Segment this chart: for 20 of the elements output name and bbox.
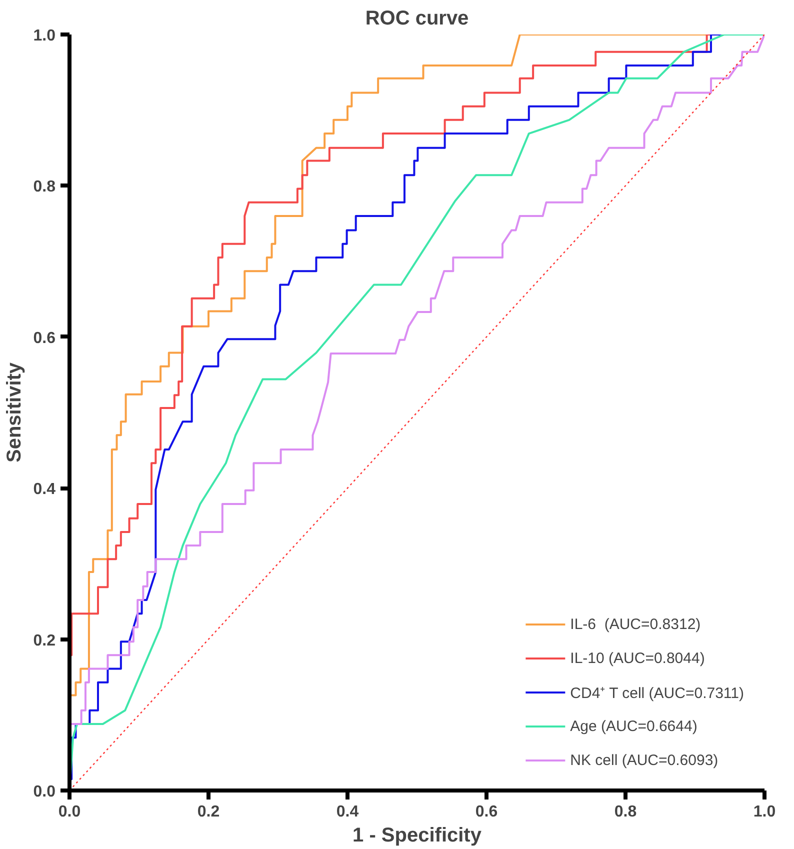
x-axis-title: 1 - Specificity: [352, 824, 482, 846]
y-tick-label: 0.2: [33, 632, 56, 650]
y-axis-title: Sensitivity: [3, 362, 26, 463]
y-tick-label: 0.4: [33, 481, 56, 498]
y-tick-label: 0.6: [33, 330, 56, 347]
x-tick-label: 0.0: [58, 804, 81, 820]
legend-label: CD4⁺ T cell (AUC=0.7311): [570, 684, 744, 702]
legend-label: NK cell (AUC=0.6093): [570, 752, 718, 768]
x-tick-label: 0.8: [614, 804, 637, 820]
legend-label: IL-6 (AUC=0.8312): [570, 616, 701, 632]
legend-label: IL-10 (AUC=0.8044): [570, 650, 705, 666]
x-tick-label: 0.4: [336, 804, 359, 820]
legend-label: Age (AUC=0.6644): [570, 718, 698, 734]
x-tick-label: 1.0: [753, 804, 776, 820]
x-tick-label: 0.2: [197, 804, 220, 820]
chart-title: ROC curve: [365, 8, 469, 30]
x-tick-label: 0.6: [475, 804, 498, 820]
y-tick-label: 0.8: [33, 178, 56, 196]
y-tick-label: 0.0: [33, 784, 56, 800]
y-tick-label: 1.0: [33, 28, 56, 44]
